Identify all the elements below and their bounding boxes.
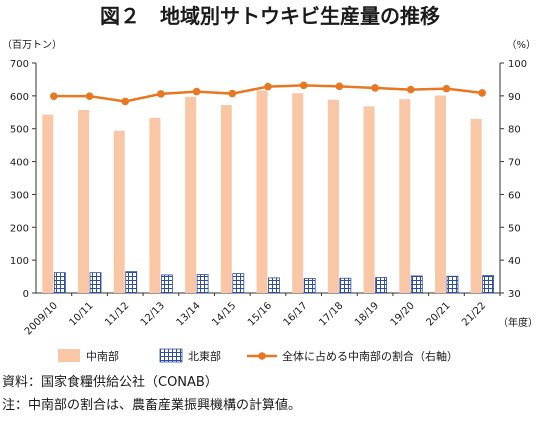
bar-hokutobu (375, 277, 387, 294)
x-tick-label: 10/11 (67, 300, 95, 328)
x-tick-label: 16/17 (282, 300, 310, 328)
x-tick-label: 11/12 (103, 300, 131, 328)
x-tick-label: 18/19 (353, 300, 381, 328)
bar-hokutobu (303, 278, 316, 294)
right-tick-label: 50 (508, 223, 521, 234)
source-note: 資料：国家食糧供給公社（CONAB） (2, 375, 218, 390)
left-tick-label: 600 (10, 92, 29, 103)
legend: 中南部 北東部 全体に占める中南部の割合（右軸） (58, 348, 458, 363)
x-tick-label: 12/13 (139, 300, 167, 328)
right-tick-label: 60 (508, 190, 521, 201)
left-axis-unit: （百万トン） (2, 39, 62, 51)
share-point (121, 97, 130, 106)
share-point (478, 89, 486, 97)
bar-hokutobu (410, 275, 423, 294)
share-point (50, 92, 58, 100)
share-point (85, 92, 94, 100)
bar-chunanbu (327, 99, 339, 293)
bar-chunanbu (470, 118, 482, 293)
bar-hokutobu (232, 273, 245, 294)
x-tick-label: 21/22 (460, 300, 488, 328)
right-tick-label: 70 (508, 158, 521, 169)
left-tick-label: 700 (10, 59, 29, 70)
x-tick-label: 20/21 (424, 300, 452, 328)
bar-chunanbu (434, 95, 446, 294)
left-tick-label: 100 (10, 256, 29, 267)
share-point (299, 81, 308, 90)
bar-chunanbu (42, 114, 54, 293)
right-tick-label: 30 (508, 289, 521, 300)
legend-label-share: 全体に占める中南部の割合（右軸） (282, 349, 458, 363)
x-tick-label: 2009/10 (23, 300, 60, 337)
x-axis-unit: （年度） (498, 316, 538, 329)
x-tick-label: 13/14 (175, 300, 203, 328)
left-tick-label: 400 (10, 158, 29, 169)
right-tick-label: 100 (508, 59, 527, 70)
share-point (157, 90, 165, 98)
x-tick-label: 19/20 (389, 300, 417, 328)
chart-title: 図２ 地域別サトウキビ生産量の推移 (100, 4, 440, 28)
legend-label-hokutobu: 北東部 (188, 349, 221, 363)
share-point (264, 82, 272, 91)
calculation-note: 注：中南部の割合は、農畜産業振興機構の計算値。 (2, 398, 302, 413)
right-axis-unit: （%） (506, 39, 536, 51)
x-tick-label: 15/16 (246, 300, 274, 328)
left-tick-label: 500 (10, 125, 29, 136)
bar-chunanbu (399, 99, 411, 294)
legend-swatch-chunanbu (58, 349, 80, 362)
bar-hokutobu (53, 272, 66, 294)
bar-hokutobu (161, 274, 173, 294)
bar-hokutobu (125, 271, 138, 294)
legend-swatch-hokutobu (159, 348, 183, 363)
share-point (406, 85, 415, 94)
share-point (371, 84, 379, 92)
share-point (335, 82, 344, 91)
right-tick-label: 90 (508, 92, 521, 103)
bar-chunanbu (292, 93, 304, 293)
bar-hokutobu (196, 274, 209, 294)
bar-chunanbu (220, 105, 232, 293)
chart: 図２ 地域別サトウキビ生産量の推移 （百万トン） （%） （年度） 0 100 20… (2, 4, 538, 363)
bar-hokutobu (268, 277, 280, 294)
plot-area: 0 100 200 300 400 500 600 700 30 40 50 60 70 80 90 100 2… (10, 59, 527, 337)
bar-chunanbu (113, 130, 125, 293)
left-tick-label: 300 (10, 190, 29, 201)
bar-chunanbu (363, 106, 375, 293)
right-tick-label: 40 (508, 256, 521, 267)
share-point (192, 87, 201, 96)
legend-label-chunanbu: 中南部 (86, 349, 119, 363)
bar-chunanbu (149, 117, 161, 293)
left-tick-label: 0 (23, 289, 29, 300)
bar-hokutobu (482, 275, 495, 294)
bar-hokutobu (446, 275, 459, 294)
left-tick-label: 200 (10, 223, 29, 234)
bar-chunanbu (256, 90, 268, 293)
x-tick-label: 14/15 (210, 300, 238, 328)
bar-chunanbu (185, 96, 197, 293)
bar-chunanbu (78, 109, 90, 293)
x-tick-label: 17/18 (317, 300, 345, 328)
legend-swatch-share-marker (258, 352, 266, 360)
share-point (442, 84, 451, 93)
bar-hokutobu (89, 272, 102, 294)
right-tick-label: 80 (508, 125, 521, 136)
share-point (228, 89, 237, 98)
bar-hokutobu (339, 277, 352, 294)
